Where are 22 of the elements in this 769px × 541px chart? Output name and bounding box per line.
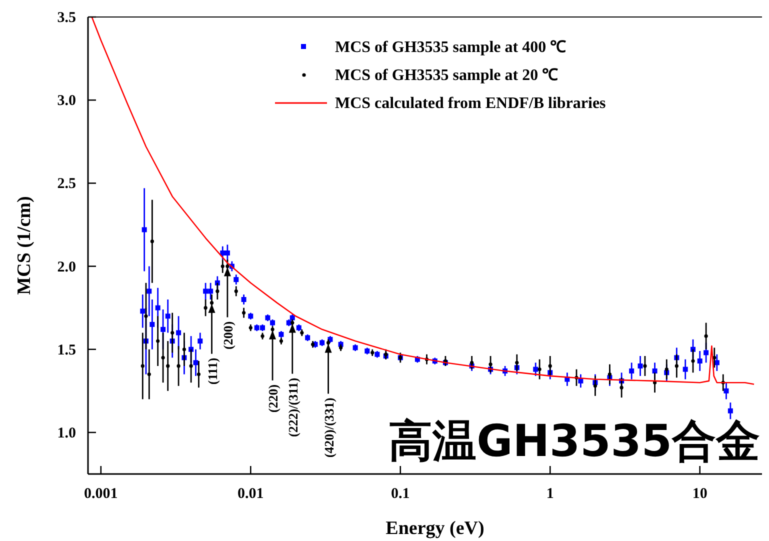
x-tick-label: 10: [692, 486, 708, 502]
y-tick-label: 3.5: [57, 10, 76, 26]
y-tick-label: 3.0: [57, 93, 76, 110]
y-axis-title: MCS (1/cm): [14, 196, 35, 295]
x-axis-title: Energy (eV): [386, 518, 484, 539]
annotation: (220): [266, 384, 281, 413]
y-tick-label: 2.5: [57, 176, 76, 192]
x-tick-label: 0.001: [84, 486, 118, 502]
annotation: (111): [204, 358, 220, 385]
annotation: (200): [220, 321, 236, 350]
y-tick-label: 1.5: [57, 342, 76, 358]
legend-label: MCS calculated from ENDF/B libraries: [335, 95, 606, 112]
annotation: (222)/(311): [285, 378, 300, 437]
annotation: 高温GH3535合金: [388, 416, 760, 467]
y-tick-label: 2.0: [57, 259, 76, 276]
x-tick-label: 0.01: [238, 486, 264, 502]
legend-label: MCS of GH3535 sample at 400 ℃: [335, 39, 566, 56]
annotation: (420)/(331): [321, 398, 336, 458]
x-tick-label: 1: [546, 486, 554, 502]
x-tick-label: 0.1: [391, 486, 410, 502]
y-tick-label: 1.0: [57, 425, 76, 442]
legend-label: MCS of GH3535 sample at 20 ℃: [335, 67, 558, 84]
